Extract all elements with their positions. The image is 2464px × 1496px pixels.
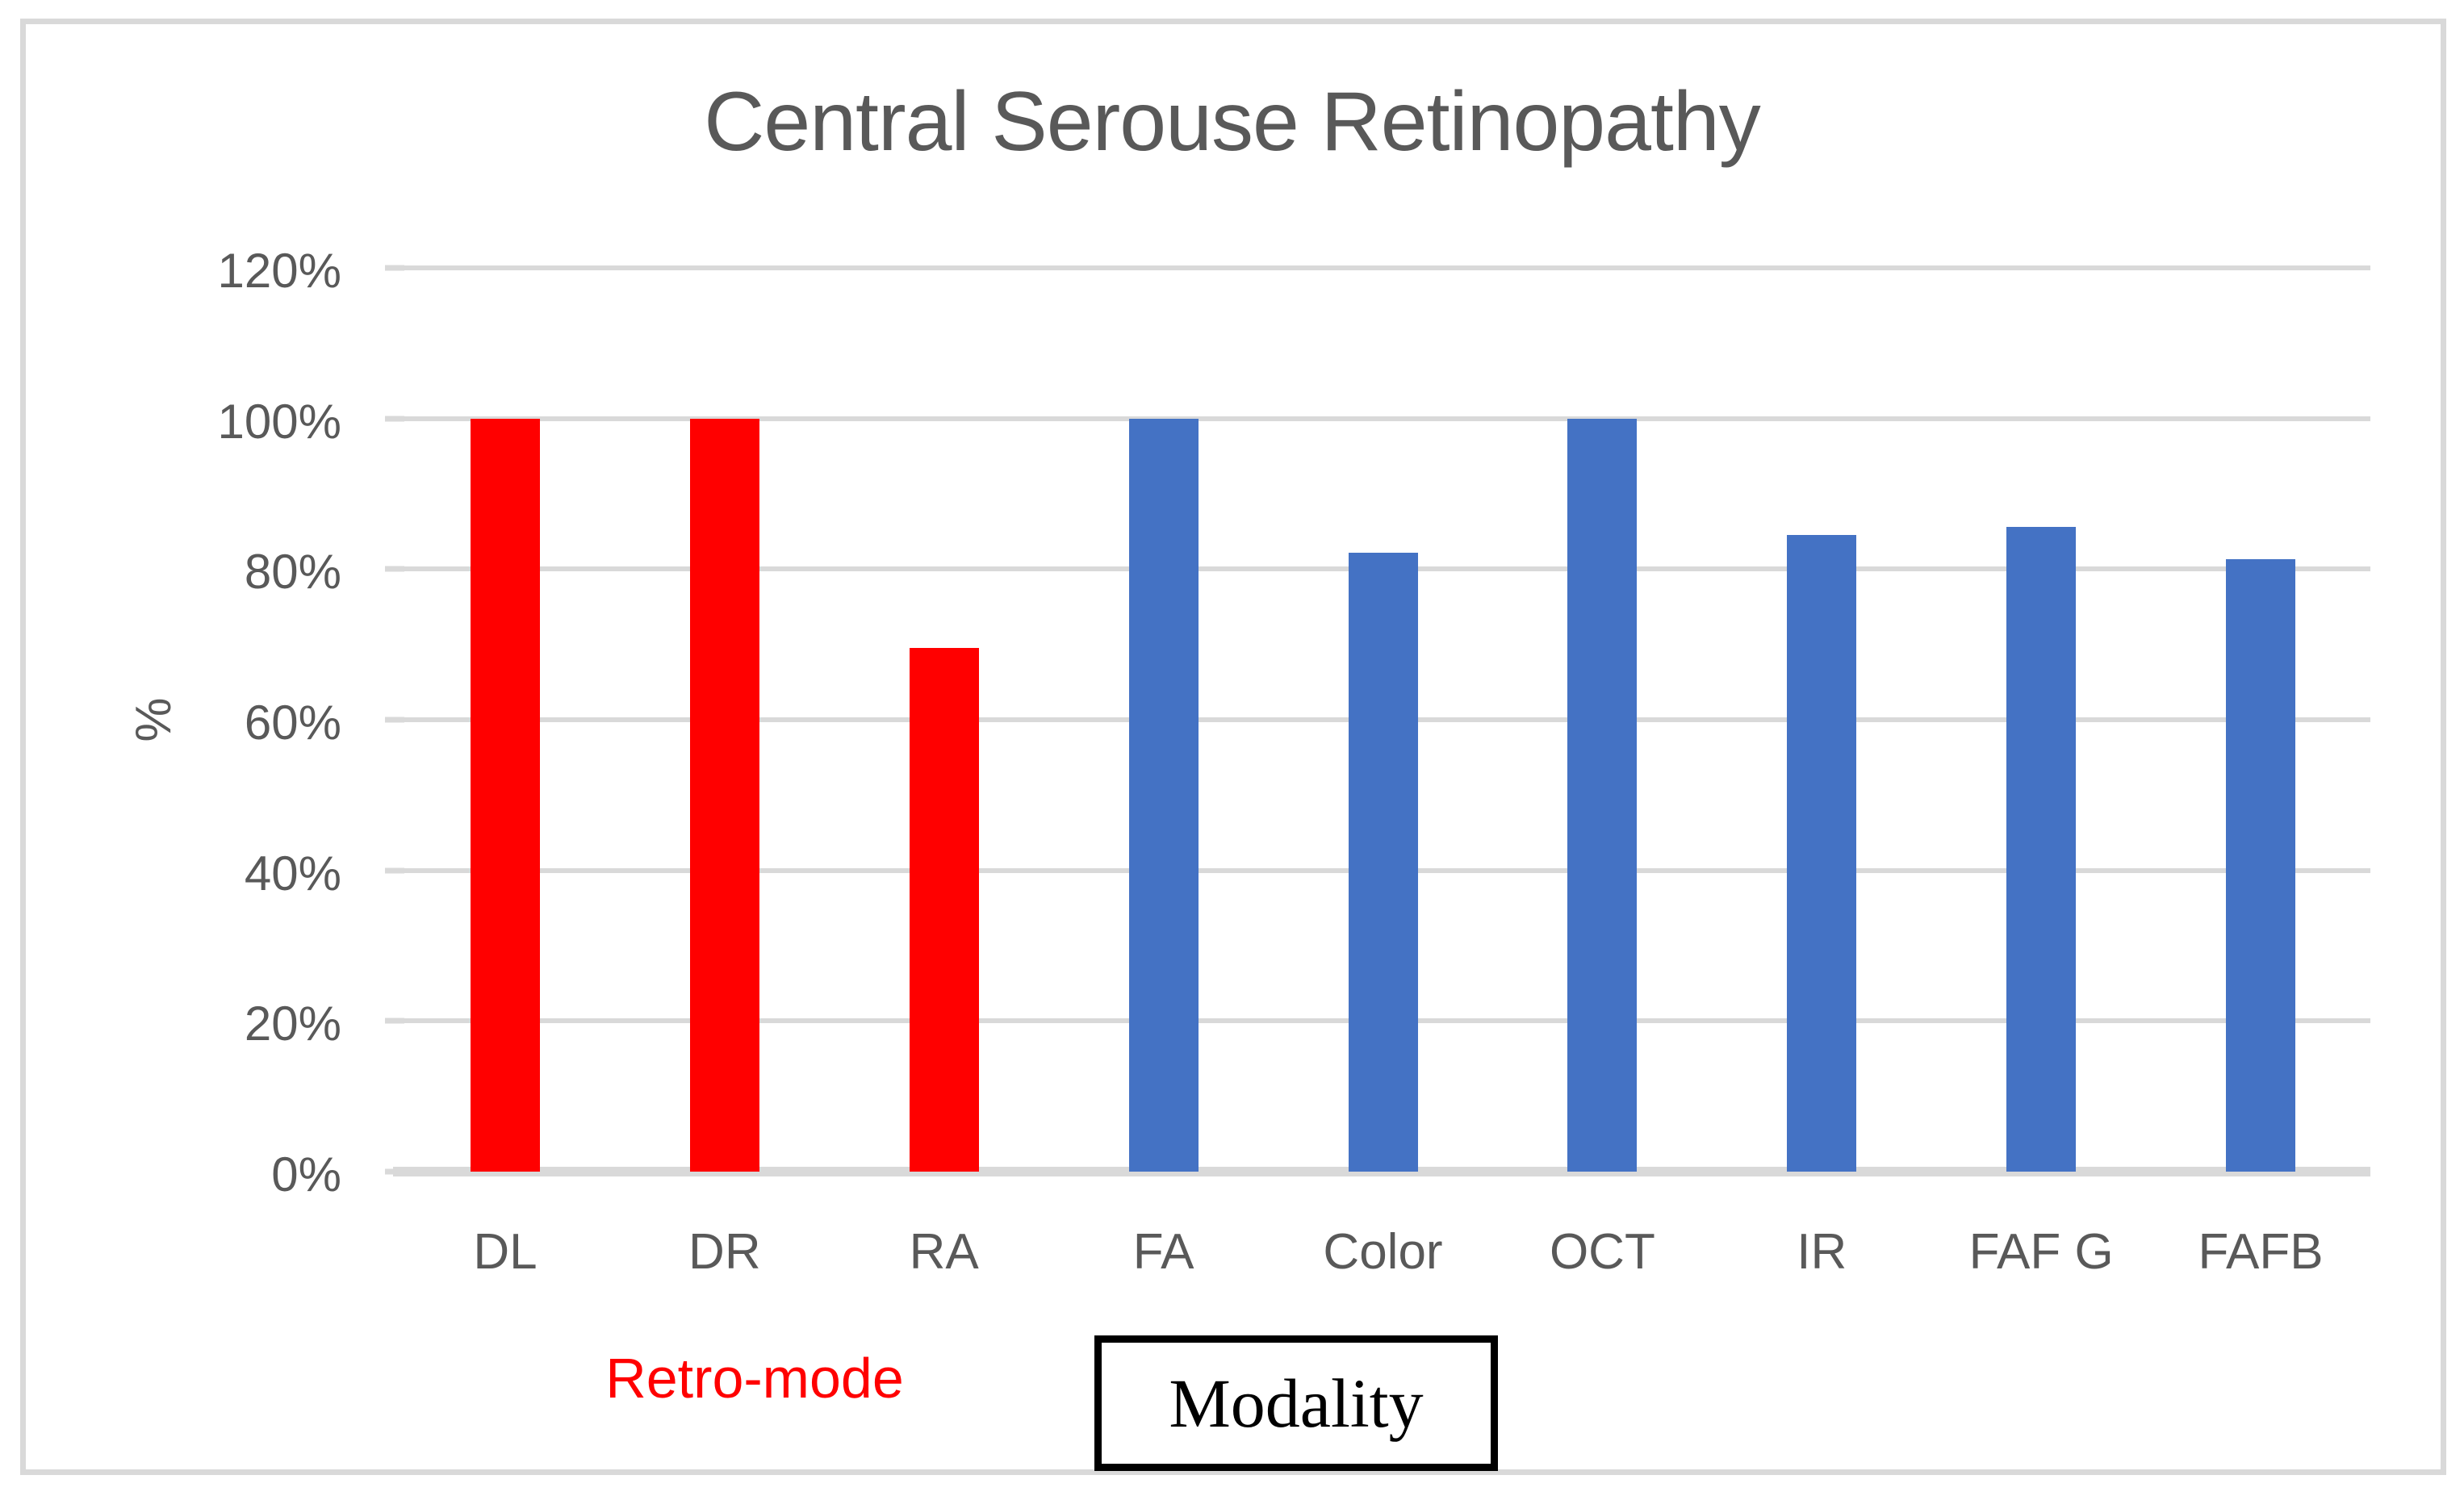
x-tick-label-FAFB: FAFB bbox=[2198, 1224, 2324, 1280]
y-tick-mark-60% bbox=[385, 717, 404, 723]
bar-IR bbox=[1787, 535, 1857, 1172]
x-tick-label-DL: DL bbox=[473, 1224, 538, 1280]
bar-RA bbox=[909, 648, 979, 1172]
bar-FAF G bbox=[2006, 527, 2077, 1172]
y-tick-label-120%: 120% bbox=[217, 244, 341, 298]
bar-slot-FA bbox=[1054, 268, 1274, 1172]
legend-modality-box: Modality bbox=[1094, 1335, 1498, 1471]
x-axis-line bbox=[393, 1167, 2370, 1176]
bar-OCT bbox=[1567, 418, 1638, 1172]
x-tick-label-FAF G: FAF G bbox=[1968, 1224, 2114, 1280]
y-axis-tick-labels: 0% 20% 40% 60% 80% 100% 120% bbox=[121, 247, 341, 1199]
y-tick-mark-100% bbox=[385, 416, 404, 422]
gridline-100% bbox=[395, 416, 2370, 421]
y-tick-mark-20% bbox=[385, 1018, 404, 1024]
y-tick-label-0%: 0% bbox=[271, 1147, 341, 1201]
x-tick-label-RA: RA bbox=[909, 1224, 979, 1280]
bar-Color bbox=[1348, 552, 1418, 1172]
y-tick-label-100%: 100% bbox=[217, 394, 341, 449]
bar-DL bbox=[470, 418, 540, 1172]
x-tick-label-Color: Color bbox=[1323, 1224, 1443, 1280]
y-tick-mark-80% bbox=[385, 566, 404, 572]
legend-modality-label: Modality bbox=[1169, 1364, 1424, 1442]
bar-slot-FAF G bbox=[1931, 268, 2151, 1172]
y-tick-label-40%: 40% bbox=[244, 846, 341, 901]
bar-slot-Color bbox=[1274, 268, 1493, 1172]
legend-retro-mode-label: Retro-mode bbox=[605, 1347, 904, 1410]
bar-slot-RA bbox=[835, 268, 1054, 1172]
chart-title: Central Serouse Retinopathy bbox=[704, 75, 1760, 169]
bar-DR bbox=[689, 418, 759, 1172]
y-tick-label-80%: 80% bbox=[244, 545, 341, 600]
x-tick-label-IR: IR bbox=[1797, 1224, 1847, 1280]
bar-slot-DL bbox=[395, 268, 615, 1172]
y-tick-mark-120% bbox=[385, 265, 404, 271]
bar-slot-IR bbox=[1712, 268, 1931, 1172]
x-axis-labels: DL DR RA FA Color OCT IR FAF G FAFB bbox=[395, 1223, 2370, 1281]
bar-slot-OCT bbox=[1492, 268, 1712, 1172]
bar-series bbox=[395, 268, 2370, 1172]
x-tick-label-OCT: OCT bbox=[1549, 1224, 1655, 1280]
bar-FAFB bbox=[2226, 559, 2296, 1172]
x-tick-label-FA: FA bbox=[1132, 1224, 1194, 1280]
y-tick-mark-40% bbox=[385, 867, 404, 874]
gridline-120% bbox=[395, 265, 2370, 270]
y-tick-label-60%: 60% bbox=[244, 696, 341, 750]
y-tick-label-20%: 20% bbox=[244, 997, 341, 1051]
plot-area: DL DR RA FA Color OCT IR FAF G FAFB bbox=[385, 265, 2370, 1280]
bar-slot-DR bbox=[615, 268, 835, 1172]
x-tick-label-DR: DR bbox=[688, 1224, 761, 1280]
bar-FA bbox=[1128, 418, 1199, 1172]
bar-slot-FAFB bbox=[2151, 268, 2370, 1172]
